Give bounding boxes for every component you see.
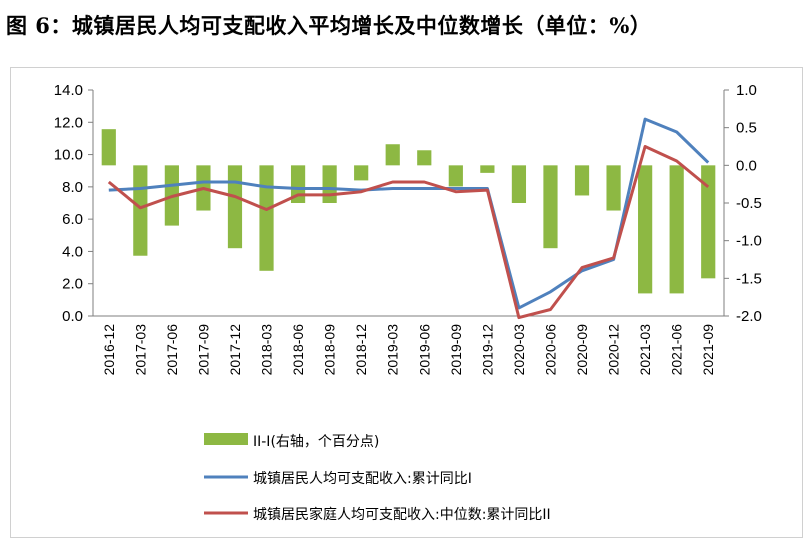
bar [480,165,495,173]
x-axis-tick-label: 2019-03 [385,324,401,376]
legend-label: II-I(右轴，个百分点) [253,434,379,450]
x-axis-tick-label: 2019-12 [479,324,495,376]
x-axis-tick-label: 2020-12 [606,324,622,376]
series-line [108,117,710,310]
x-axis-tick-label: 2018-12 [353,324,369,376]
right-axis-tick-label: 0.5 [736,120,757,137]
x-axis-tick-label: 2021-03 [637,324,653,376]
left-axis-tick-label: 0.0 [62,308,83,325]
x-axis-tick-label: 2017-06 [164,324,180,376]
bar [101,129,116,166]
left-axis-tick-label: 10.0 [54,147,83,164]
chart-title: 图 6：城镇居民人均可支配收入平均增长及中位数增长（单位：%） [6,13,652,38]
bar [417,150,432,166]
x-axis-tick-label: 2019-09 [448,324,464,376]
x-axis-tick-label: 2017-09 [195,324,211,376]
left-axis-tick-label: 4.0 [62,243,83,260]
bar [133,165,148,256]
bar [322,165,337,203]
bar [574,165,590,196]
x-axis-tick-label: 2018-03 [259,324,275,376]
bar [669,165,684,294]
bar [385,144,400,166]
x-axis-tick-label: 2020-09 [574,324,590,376]
right-axis-tick-label: 1.0 [736,82,757,99]
x-axis-tick-label: 2020-06 [542,324,558,376]
bar [543,165,558,249]
bar [638,165,653,294]
left-axis-tick-label: 6.0 [62,211,83,228]
x-axis-tick-label: 2016-12 [101,324,117,376]
bar [448,165,463,187]
x-axis-tick-label: 2019-06 [416,324,432,376]
x-axis-tick-label: 2018-06 [290,324,306,376]
x-axis-tick-label: 2021-09 [700,324,716,376]
right-axis-tick-label: 0.0 [736,157,757,174]
bar [511,165,527,203]
right-axis-tick-label: -2.0 [736,308,762,325]
x-axis-tick-label: 2017-12 [227,324,243,376]
x-axis-tick-label: 2018-09 [322,324,338,376]
right-axis-tick-label: -1.0 [736,233,762,250]
left-axis-tick-label: 2.0 [62,276,83,293]
bar [701,165,716,279]
bar [606,165,621,211]
bar [259,165,274,271]
left-axis-tick-label: 8.0 [62,179,83,196]
x-axis-tick-label: 2020-03 [511,324,527,376]
x-axis-tick-label: 2021-06 [669,324,685,376]
legend-swatch [204,433,248,445]
left-axis-tick-label: 14.0 [54,82,83,99]
left-axis-tick-label: 12.0 [54,114,83,131]
bar [227,165,243,249]
right-axis-tick-label: -1.5 [736,270,762,287]
series-line [107,145,710,320]
legend-label: 城镇居民家庭人均可支配收入:中位数:累计同比II [253,506,551,523]
right-axis-tick-label: -0.5 [736,195,762,212]
x-axis-tick-label: 2017-03 [132,324,148,376]
bar [354,165,369,181]
chart-frame [10,67,803,538]
legend-label: 城镇居民人均可支配收入:累计同比I [253,471,472,487]
